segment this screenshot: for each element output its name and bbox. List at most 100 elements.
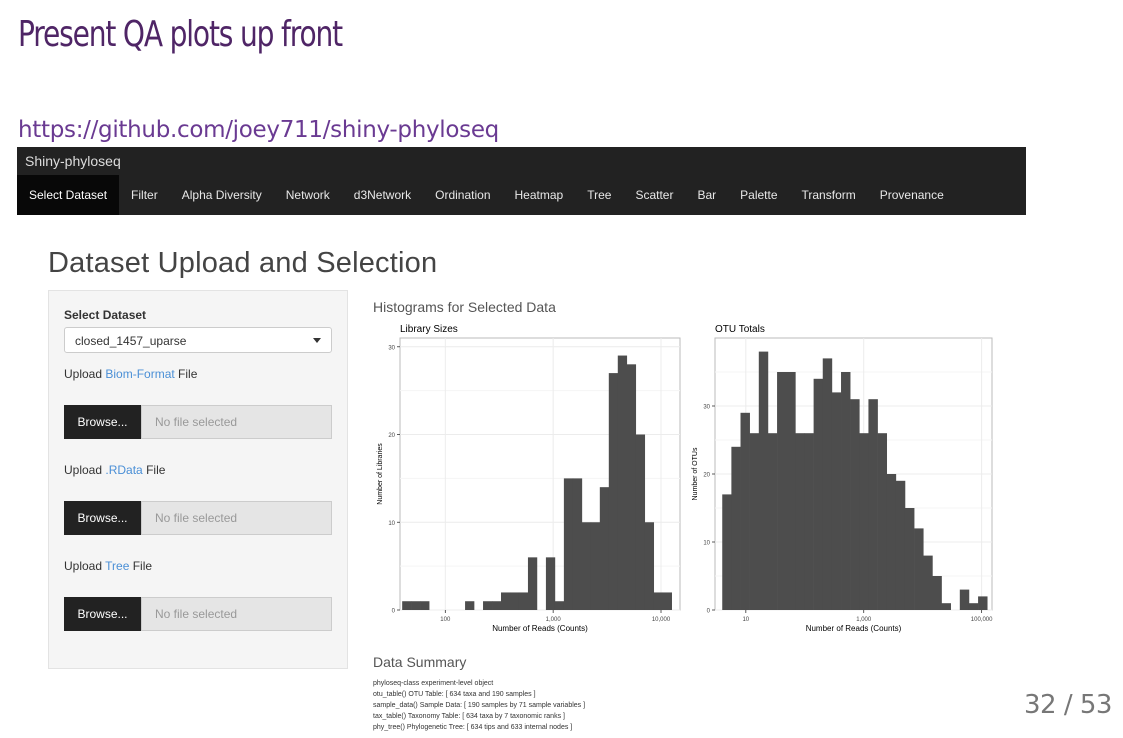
histogram-bar (492, 601, 502, 610)
browse-button[interactable]: Browse... (64, 597, 141, 631)
summary-line: otu_table() OTU Table: [ 634 taxa and 19… (373, 691, 536, 698)
y-tick-label: 0 (392, 609, 396, 615)
x-tick-label: 10 (742, 617, 749, 623)
y-axis-label: Number of OTUs (692, 447, 699, 500)
y-axis-label: Number of Libraries (377, 443, 384, 505)
biom-file-input[interactable]: Browse... No file selected (64, 405, 332, 439)
histogram-bar (554, 601, 565, 610)
histogram-bar (822, 358, 833, 610)
histogram-bar (968, 603, 979, 610)
app-brand[interactable]: Shiny-phyloseq (25, 153, 121, 169)
histogram-bar (518, 592, 529, 610)
x-axis-label: Number of Reads (Counts) (492, 624, 588, 633)
x-tick-label: 100 (440, 617, 451, 623)
chart-title: OTU Totals (715, 324, 765, 335)
histogram-bar (722, 494, 732, 610)
page-number: 32 / 53 (1024, 690, 1112, 720)
chevron-down-icon (313, 338, 321, 343)
tab-scatter[interactable]: Scatter (635, 188, 674, 202)
slide-title: Present QA plots up front (18, 14, 343, 55)
tab-heatmap[interactable]: Heatmap (514, 188, 564, 202)
tree-link[interactable]: Tree (105, 559, 130, 573)
tab-filter[interactable]: Filter (131, 188, 158, 202)
histogram-bar (617, 355, 628, 610)
histogram-bar (804, 433, 814, 610)
histogram-bar (500, 592, 511, 610)
histogram-bar (608, 373, 619, 610)
histogram-bar (831, 392, 842, 610)
upload-tree-label: Upload Tree File (64, 559, 153, 573)
y-tick-label: 20 (703, 473, 710, 479)
histogram-bar (749, 433, 760, 610)
histogram-bar (653, 592, 664, 610)
histogram-bar (932, 576, 942, 610)
histogram-bar (978, 596, 988, 610)
tree-file-input[interactable]: Browse... No file selected (64, 597, 332, 631)
x-tick-label: 100,000 (971, 617, 993, 623)
histogram-bar (662, 592, 672, 610)
y-tick-label: 0 (707, 609, 711, 615)
tab-d3network[interactable]: d3Network (353, 188, 412, 202)
histogram-bar (904, 508, 915, 610)
histogram-bar (813, 378, 824, 610)
histogram-bar (877, 433, 888, 610)
upload-rdata-label: Upload .RData File (64, 463, 166, 477)
data-summary-heading: Data Summary (373, 654, 467, 670)
histogram-bar (941, 603, 951, 610)
y-tick-label: 10 (388, 521, 395, 527)
histogram-bar (850, 399, 860, 610)
browse-button[interactable]: Browse... (64, 501, 141, 535)
nav-tabs: Select Dataset Filter Alpha Diversity Netwo… (17, 175, 956, 215)
histogram-bar (411, 601, 421, 610)
histogram-bar (777, 372, 787, 610)
histogram-bar (923, 555, 933, 610)
summary-line: sample_data() Sample Data: [ 190 samples… (373, 702, 586, 709)
histogram-bar (841, 372, 851, 610)
x-tick-label: 1,000 (856, 617, 872, 623)
histogram-bar (465, 601, 475, 610)
repo-link[interactable]: https://github.com/joey711/shiny-phylose… (18, 117, 499, 143)
tab-palette[interactable]: Palette (740, 188, 778, 202)
histogram-bar (786, 372, 796, 610)
tab-provenance[interactable]: Provenance (879, 188, 944, 202)
tab-tree[interactable]: Tree (587, 188, 612, 202)
rdata-link[interactable]: .RData (105, 463, 143, 477)
tab-alpha-diversity[interactable]: Alpha Diversity (181, 188, 262, 202)
browse-button[interactable]: Browse... (64, 405, 141, 439)
tab-transform[interactable]: Transform (801, 188, 856, 202)
file-status: No file selected (141, 501, 332, 535)
summary-line: phyloseq-class experiment-level object (373, 680, 494, 687)
histograms-heading: Histograms for Selected Data (373, 299, 556, 315)
dataset-select[interactable]: closed_1457_uparse (64, 327, 332, 353)
histogram-bar (599, 487, 610, 610)
dataset-select-value: closed_1457_uparse (75, 334, 187, 348)
app-screenshot: Shiny-phyloseq Select Dataset Filter Alpha… (17, 147, 1026, 738)
rdata-file-input[interactable]: Browse... No file selected (64, 501, 332, 535)
chart-title: Library Sizes (400, 324, 458, 335)
x-tick-label: 10,000 (652, 617, 671, 623)
histogram-bar (590, 522, 601, 610)
summary-line: phy_tree() Phylogenetic Tree: [ 634 tips… (373, 724, 573, 731)
biom-format-link[interactable]: Biom-Format (105, 367, 175, 381)
tab-bar[interactable]: Bar (697, 188, 717, 202)
file-status: No file selected (141, 597, 332, 631)
tab-ordination[interactable]: Ordination (435, 188, 491, 202)
histogram-bar (635, 434, 646, 610)
histogram-bar (509, 592, 520, 610)
histogram-bar (545, 557, 556, 610)
histogram-bar (527, 557, 538, 610)
file-status: No file selected (141, 405, 332, 439)
otu-totals-histogram: OTU Totals 0 10 20 30 10 1,000 100,000 Number of… (692, 324, 993, 633)
tab-network[interactable]: Network (285, 188, 330, 202)
page-header: Dataset Upload and Selection (48, 247, 438, 279)
y-tick-label: 10 (703, 541, 710, 547)
x-axis-label: Number of Reads (Counts) (806, 624, 902, 633)
select-dataset-label: Select Dataset (64, 308, 147, 322)
histogram-bar (795, 433, 805, 610)
data-summary-text: phyloseq-class experiment-level object ot… (373, 678, 585, 733)
histogram-bar (740, 412, 750, 610)
histogram-bar (563, 478, 574, 610)
histogram-bar (644, 522, 655, 610)
histogram-bar (767, 433, 778, 610)
tab-select-dataset[interactable]: Select Dataset (17, 175, 120, 215)
